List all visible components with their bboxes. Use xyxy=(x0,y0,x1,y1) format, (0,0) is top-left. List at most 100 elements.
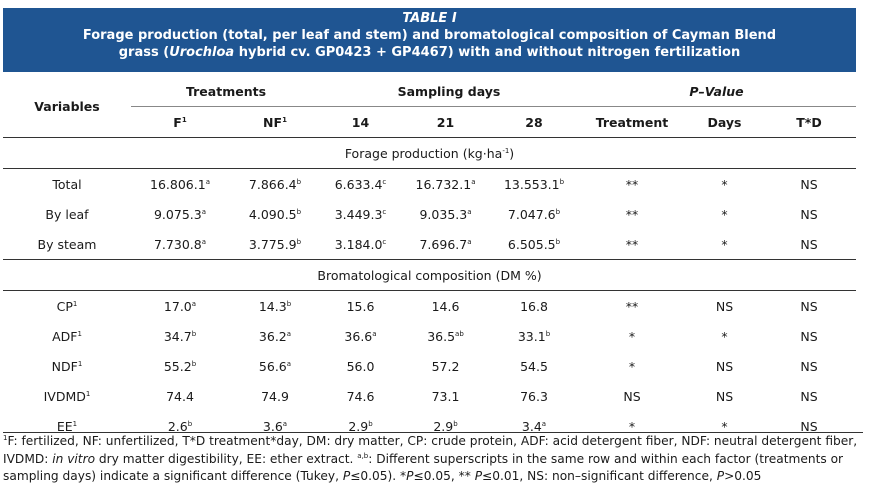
value-cell: 6.633.4c xyxy=(334,176,387,192)
row-variable: CP1 xyxy=(56,298,78,314)
p-value-cell: * xyxy=(721,176,728,192)
value-cell: 7.730.8a xyxy=(153,236,206,252)
value-cell: 6.505.5b xyxy=(507,236,561,252)
p-value-cell: * xyxy=(721,418,728,434)
p-value-cell: * xyxy=(628,418,636,434)
value-cell: 57.2 xyxy=(431,358,460,374)
table-title-banner: TABLE I Forage production (total, per le… xyxy=(3,8,856,72)
p-value-cell: NS xyxy=(800,388,818,404)
p-value-cell: NS xyxy=(715,298,734,314)
value-cell: 56.6a xyxy=(258,358,292,374)
table-row: EE1 2.6b 3.6a 2.9b 2.9b 3.4a * * NS xyxy=(3,411,856,441)
value-cell: 74.4 xyxy=(166,388,194,404)
value-cell: 3.184.0c xyxy=(334,236,387,252)
header-t-d: T*D xyxy=(796,114,822,130)
section-header: Bromatological composition (DM %) xyxy=(3,259,856,291)
value-cell: 16.806.1a xyxy=(150,176,210,192)
table-caption-line-2: grass (Urochloa hybrid cv. GP0423 + GP44… xyxy=(118,45,741,60)
header-day-28: 28 xyxy=(525,114,543,130)
p-value-cell: NS xyxy=(800,328,818,344)
value-cell: 3.449.3c xyxy=(334,206,387,222)
p-value-cell: * xyxy=(721,206,728,222)
value-cell: 34.7b xyxy=(163,328,197,344)
row-variable: NDF1 xyxy=(51,358,83,374)
table-footnote: 1F: fertilized, NF: unfertilized, T*D tr… xyxy=(3,432,863,486)
p-value-cell: NS xyxy=(800,236,818,252)
row-variable: IVDMD1 xyxy=(43,388,91,404)
p-value-cell: * xyxy=(628,328,636,344)
value-cell: 76.3 xyxy=(520,388,548,404)
table-caption-line-1: Forage production (total, per leaf and s… xyxy=(82,28,777,43)
value-cell: 2.9b xyxy=(348,418,373,434)
table-row: CP1 17.0a 14.3b 15.6 14.6 16.8 ** NS NS xyxy=(3,291,856,322)
value-cell: 7.696.7a xyxy=(419,236,472,252)
value-cell: 17.0a xyxy=(163,298,197,314)
p-value-cell: * xyxy=(721,236,728,252)
p-value-cell: ** xyxy=(625,176,639,192)
header-day-21: 21 xyxy=(436,114,455,130)
genus-name: Urochloa xyxy=(169,45,235,60)
table-row: Total 16.806.1a 7.866.4b 6.633.4c 16.732.1a 1… xyxy=(3,169,856,200)
row-variable: Total xyxy=(52,176,82,192)
value-cell: 74.6 xyxy=(346,388,375,404)
header-treatment: Treatment xyxy=(595,114,669,130)
value-cell: 73.1 xyxy=(431,388,460,404)
value-cell: 3.6a xyxy=(262,418,288,434)
value-cell: 7.047.6b xyxy=(507,206,561,222)
row-variable: By leaf xyxy=(45,206,89,222)
table-row: IVDMD1 74.4 74.9 74.6 73.1 76.3 NS NS NS xyxy=(3,381,856,411)
value-cell: 36.5ab xyxy=(427,328,464,344)
header-p-value: P–Value xyxy=(577,76,856,107)
value-cell: 74.9 xyxy=(261,388,289,404)
p-value-cell: NS xyxy=(800,418,818,434)
header-f: F1 xyxy=(173,114,187,130)
value-cell: 16.8 xyxy=(520,298,548,314)
table-row: By leaf 9.075.3a 4.090.5b 3.449.3c 9.035.3a 7… xyxy=(3,199,856,229)
value-cell: 15.6 xyxy=(346,298,375,314)
table-body: Forage production (kg·ha-1) Total 16.806.1… xyxy=(3,138,856,442)
value-cell: 9.075.3a xyxy=(153,206,206,222)
p-value-cell: NS xyxy=(800,176,818,192)
table-row: By steam 7.730.8a 3.775.9b 3.184.0c 7.696.7a… xyxy=(3,229,856,260)
p-value-cell: ** xyxy=(625,236,639,252)
p-value-cell: NS xyxy=(623,388,641,404)
table-row: ADF1 34.7b 36.2a 36.6a 36.5ab 33.1b * * NS xyxy=(3,321,856,351)
p-value-cell: NS xyxy=(800,358,818,374)
value-cell: 3.4a xyxy=(521,418,547,434)
header-days: Days xyxy=(707,114,742,130)
value-cell: 56.0 xyxy=(346,358,375,374)
section-header: Forage production (kg·ha-1) xyxy=(3,138,856,169)
header-sampling-days: Sampling days xyxy=(321,76,577,107)
p-value-cell: NS xyxy=(800,298,818,314)
value-cell: 4.090.5b xyxy=(248,206,302,222)
value-cell: 33.1b xyxy=(517,328,551,344)
header-day-14: 14 xyxy=(351,114,370,130)
value-cell: 7.866.4b xyxy=(248,176,302,192)
p-value-cell: NS xyxy=(715,388,734,404)
p-value-cell: ** xyxy=(625,298,639,314)
data-table: Variables Treatments Sampling days P–Val… xyxy=(3,76,856,441)
value-cell: 9.035.3a xyxy=(419,206,472,222)
value-cell: 2.9b xyxy=(433,418,458,434)
value-cell: 36.2a xyxy=(258,328,292,344)
value-cell: 16.732.1a xyxy=(415,176,476,192)
value-cell: 2.6b xyxy=(167,418,193,434)
value-cell: 14.6 xyxy=(431,298,460,314)
table-label: TABLE I xyxy=(402,11,457,26)
value-cell: 14.3b xyxy=(258,298,292,314)
header-treatments: Treatments xyxy=(131,76,321,107)
p-value-cell: * xyxy=(628,358,636,374)
p-value-cell: ** xyxy=(625,206,639,222)
p-value-cell: NS xyxy=(800,206,818,222)
p-value-cell: NS xyxy=(715,358,734,374)
value-cell: 36.6a xyxy=(344,328,377,344)
value-cell: 3.775.9b xyxy=(248,236,302,252)
header-variables: Variables xyxy=(34,99,100,114)
value-cell: 54.5 xyxy=(520,358,548,374)
value-cell: 55.2b xyxy=(163,358,197,374)
row-variable: EE1 xyxy=(56,418,78,434)
row-variable: ADF1 xyxy=(52,328,82,344)
header-nf: NF1 xyxy=(263,114,287,130)
p-value-cell: * xyxy=(721,328,728,344)
